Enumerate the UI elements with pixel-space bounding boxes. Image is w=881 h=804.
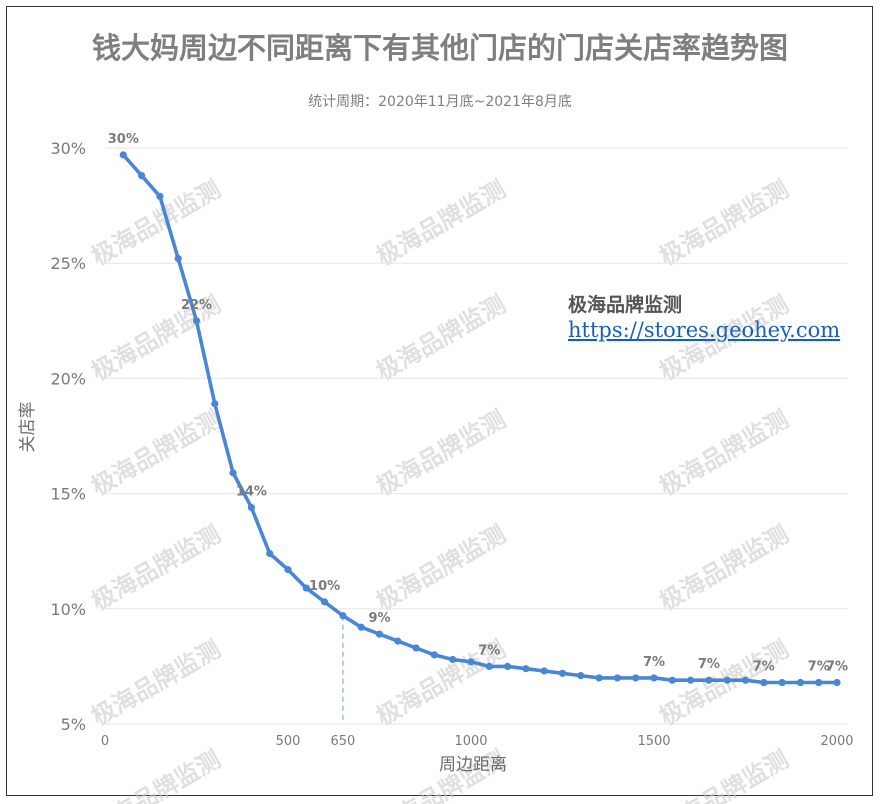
data-label: 14%	[236, 484, 267, 499]
x-tick-label: 500	[276, 734, 301, 749]
data-point	[394, 637, 402, 645]
watermark-text: 极海品牌监测	[372, 175, 511, 271]
series-line	[121, 153, 839, 685]
data-label: 9%	[368, 611, 390, 626]
watermark-text: 极海品牌监测	[655, 745, 794, 804]
data-point	[284, 566, 292, 574]
data-point	[467, 658, 475, 666]
data-point	[485, 662, 493, 671]
data-label: 30%	[108, 132, 139, 147]
data-point	[815, 678, 823, 687]
y-tick-label: 25%	[50, 254, 86, 273]
x-tick-label: 2000	[820, 734, 853, 749]
watermark-text: 极海品牌监测	[87, 520, 226, 616]
x-axis-ticks: 0 500 650 1000 1500 2000	[101, 734, 854, 749]
chart-frame	[6, 6, 873, 796]
data-point	[760, 678, 768, 687]
data-point	[668, 676, 676, 684]
watermark-text: 极海品牌监测	[372, 520, 511, 616]
y-tick-label: 5%	[61, 715, 86, 734]
data-label: 7%	[808, 660, 830, 675]
data-point	[449, 655, 457, 664]
data-point	[723, 676, 731, 684]
data-point	[302, 584, 310, 592]
watermark-text: 极海品牌监测	[655, 405, 794, 501]
y-tick-label: 15%	[50, 485, 86, 504]
data-point	[796, 678, 805, 687]
watermark-text: 极海品牌监测	[372, 290, 511, 386]
watermark-layer: 极海品牌监测极海品牌监测极海品牌监测极海品牌监测极海品牌监测极海品牌监测极海品牌…	[87, 175, 794, 804]
data-point	[540, 667, 548, 675]
watermark-text: 极海品牌监测	[372, 405, 511, 501]
data-label: 10%	[309, 579, 340, 594]
x-tick-label: 1500	[637, 734, 670, 749]
data-point	[833, 678, 841, 687]
data-points	[119, 151, 841, 687]
data-point	[595, 674, 603, 682]
data-point	[119, 151, 127, 159]
data-point	[211, 400, 219, 408]
data-point	[577, 672, 585, 680]
data-point	[504, 662, 512, 671]
brand-url-link[interactable]: https://stores.geohey.com	[568, 318, 840, 342]
data-label: 7%	[753, 660, 775, 675]
data-point	[339, 612, 347, 620]
data-point	[321, 598, 329, 606]
data-point	[687, 676, 695, 684]
data-label: 22%	[181, 298, 212, 313]
data-label: 7%	[478, 643, 500, 658]
data-point	[229, 469, 237, 477]
data-label: 7%	[698, 657, 720, 672]
x-tick-label: 650	[330, 734, 355, 749]
data-point	[613, 674, 622, 682]
data-point	[522, 665, 530, 673]
data-point	[430, 651, 438, 659]
chart-subtitle: 统计周期：2020年11月底~2021年8月底	[308, 94, 572, 110]
watermark-text: 极海品牌监测	[87, 745, 226, 804]
data-point	[558, 669, 567, 677]
data-point	[247, 503, 255, 512]
data-point	[741, 676, 750, 684]
data-point	[375, 630, 384, 638]
data-label: 7%	[826, 660, 848, 675]
data-point	[650, 674, 658, 682]
chart-title: 钱大妈周边不同距离下有其他门店的门店关店率趋势图	[92, 31, 788, 65]
brand-name: 极海品牌监测	[568, 293, 682, 316]
y-tick-label: 30%	[50, 139, 86, 158]
watermark-text: 极海品牌监测	[655, 520, 794, 616]
data-point	[778, 678, 786, 687]
x-tick-label: 0	[101, 734, 109, 749]
gridlines	[105, 147, 848, 725]
watermark-text: 极海品牌监测	[87, 405, 226, 501]
y-axis-title: 关店率	[18, 402, 38, 453]
data-point	[412, 644, 420, 652]
data-labels: 30%22%14%10%9%7%7% 7% 7% 7%7%	[108, 132, 848, 675]
y-tick-label: 20%	[50, 369, 86, 388]
x-tick-label: 1000	[454, 734, 487, 749]
data-point	[266, 549, 274, 558]
data-point	[632, 674, 640, 682]
watermark-text: 极海品牌监测	[87, 635, 226, 731]
data-label: 7%	[643, 655, 665, 670]
data-point	[192, 317, 201, 325]
y-tick-label: 10%	[50, 600, 86, 619]
watermark-text: 极海品牌监测	[655, 175, 794, 271]
data-point	[705, 676, 713, 684]
data-point	[156, 192, 164, 200]
data-point	[357, 623, 365, 631]
x-axis-title: 周边距离	[439, 755, 507, 775]
y-axis-ticks: 5% 10% 15% 20% 25% 30%	[50, 139, 86, 734]
data-point	[138, 172, 146, 180]
data-point	[174, 254, 182, 263]
